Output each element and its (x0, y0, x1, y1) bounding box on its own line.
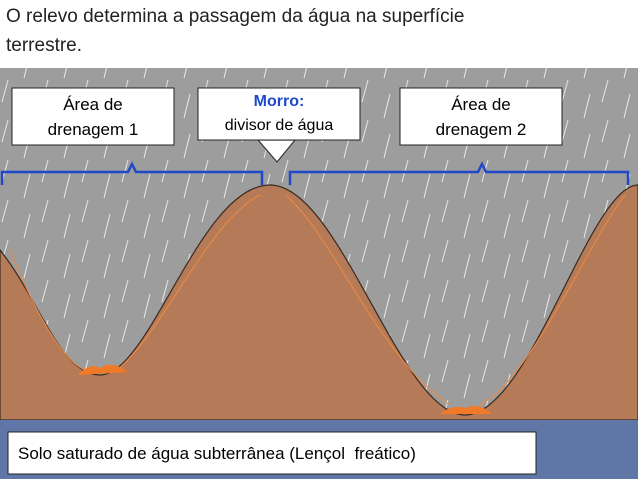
title: terrestre. (6, 35, 82, 56)
box-drainage-2 (399, 87, 563, 146)
title: O relevo determina a passagem da água na… (6, 6, 464, 27)
brackets (0, 161, 630, 185)
box-text: Área de (451, 95, 511, 114)
footer-label: Solo saturado de água subterrânea (Lenço… (18, 444, 416, 463)
box-text: Área de (63, 95, 123, 114)
box-divider (197, 87, 361, 141)
flow-arrows (9, 194, 626, 406)
pool-1 (78, 364, 128, 375)
box-text: divisor de água (225, 117, 334, 134)
footer-box (7, 431, 537, 475)
box-text: drenagem 1 (48, 120, 139, 139)
pool-2 (440, 406, 492, 414)
title-band (0, 0, 638, 68)
box-text: drenagem 2 (436, 120, 527, 139)
box-heading: Morro: (254, 93, 305, 110)
box-drainage-1 (11, 87, 175, 146)
